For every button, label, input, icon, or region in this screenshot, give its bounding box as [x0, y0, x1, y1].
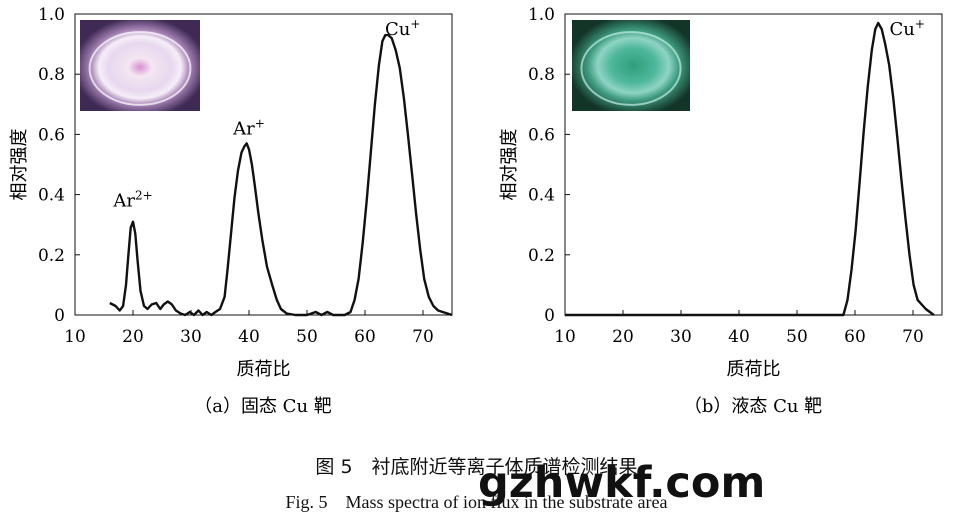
spectrum-series-line	[565, 21, 935, 317]
panel-label: （b）液态 Cu 靶	[684, 396, 822, 417]
x-tick-label: 30	[670, 327, 692, 347]
inset-photo	[80, 20, 200, 111]
chart-panel-b: 10 20 30 40 50 60 70 0 0.2 0.4 0.6 0.8 1.0 质荷比 相对强度 Cu+…	[499, 5, 943, 417]
x-tick-label: 20	[612, 327, 634, 347]
x-tick-label: 10	[554, 327, 576, 347]
x-tick-label: 40	[728, 327, 750, 347]
y-axis-label: 相对强度	[499, 129, 520, 201]
y-tick-label: 1.0	[528, 5, 555, 25]
y-axis-label: 相对强度	[9, 129, 30, 201]
peak-label: Cu+	[889, 17, 924, 40]
x-tick-label: 10	[64, 327, 86, 347]
x-tick-label: 60	[844, 327, 866, 347]
x-axis-label: 质荷比	[237, 359, 291, 380]
y-tick-label: 0.4	[528, 186, 555, 206]
peak-label-charge: +	[915, 17, 925, 31]
y-tick-label: 0	[54, 306, 65, 326]
inset-photo-ring	[580, 31, 682, 106]
figure-caption-chinese: 图 5 衬底附近等离子体质谱检测结果	[315, 456, 638, 478]
y-tick-label: 0.4	[38, 186, 65, 206]
peak-label: Ar2+	[112, 189, 152, 212]
x-tick-label: 30	[180, 327, 202, 347]
y-tick-label: 0.6	[38, 125, 65, 145]
watermark-text: gzhwkf.com	[478, 458, 766, 508]
chart-panel-a: 10 20 30 40 50 60 70 0 0.2 0.4 0.6 0.8 1.0 质荷比 相对强度 Ar2…	[9, 5, 453, 417]
inset-photo	[572, 20, 690, 111]
figure-canvas: 10 20 30 40 50 60 70 0 0.2 0.4 0.6 0.8 1.0 质荷比 相对强度 Ar2…	[9, 5, 943, 417]
peak-label: Cu+	[385, 17, 420, 40]
inset-photo-image	[572, 20, 690, 111]
x-tick-label: 50	[296, 327, 318, 347]
peak-label-charge: +	[255, 116, 265, 130]
peak-label: Ar+	[232, 116, 265, 139]
x-axis-label: 质荷比	[727, 359, 781, 380]
inset-photo-ring	[88, 31, 192, 106]
inset-photo-image	[80, 20, 200, 111]
plot-frame	[74, 13, 453, 316]
y-tick-label: 0.2	[528, 246, 555, 266]
peak-label-charge: 2+	[135, 189, 153, 203]
peak-label-charge: +	[410, 17, 420, 31]
figure-caption-english: Fig. 5 Mass spectra of ion flux in the s…	[285, 492, 668, 512]
y-tick-label: 1.0	[38, 5, 65, 25]
x-tick-label: 60	[354, 327, 376, 347]
y-tick-label: 0.8	[38, 65, 65, 85]
spectrum-series-line	[109, 33, 453, 317]
y-tick-label: 0.6	[528, 125, 555, 145]
panel-label: （a）固态 Cu 靶	[194, 396, 332, 417]
y-tick-label: 0.8	[528, 65, 555, 85]
x-tick-label: 20	[122, 327, 144, 347]
y-tick-label: 0.2	[38, 246, 65, 266]
x-tick-label: 70	[902, 327, 924, 347]
x-tick-label: 70	[412, 327, 434, 347]
x-tick-label: 40	[238, 327, 260, 347]
x-tick-label: 50	[786, 327, 808, 347]
y-tick-label: 0	[544, 306, 555, 326]
